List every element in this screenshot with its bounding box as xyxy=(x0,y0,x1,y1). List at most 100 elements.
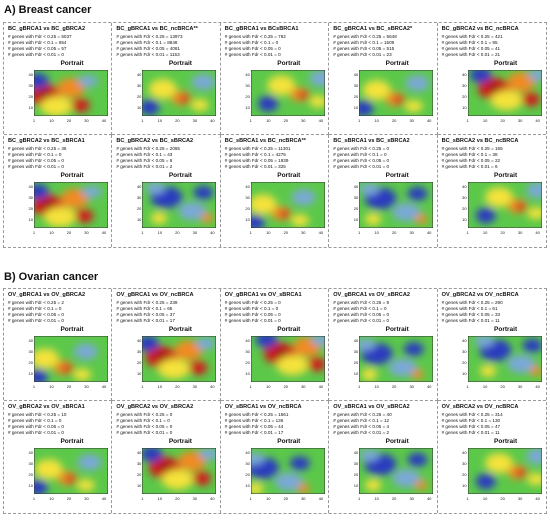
x-tick-label: 30 xyxy=(84,118,89,123)
panel-title: BC_gBRCA2 vs BC_ncBRCA xyxy=(441,26,519,32)
heatmap-blob xyxy=(57,77,85,98)
stat-line: # genes with Fdr < 0.05 = 0 xyxy=(116,424,173,429)
x-tick-label: 1 xyxy=(358,230,361,235)
portrait-panel: BC_sBRCA1 vs BC_sBRCA2 # genes with Fdr <… xyxy=(329,135,438,247)
heatmap-svg xyxy=(250,182,325,228)
heatmap-blob xyxy=(359,338,376,351)
stat-line: # genes with Fdr < 0.1 = 4275 xyxy=(224,152,286,157)
y-tick-label: 30 xyxy=(136,195,142,200)
portrait-label: Portrait xyxy=(277,438,301,445)
panel-title: BC_gBRCA1 vs BC_gBRCA2 xyxy=(8,26,86,32)
stat-line: # genes with Fdr < 0.01 = 2 xyxy=(116,164,173,169)
x-tick-label: 1 xyxy=(358,384,361,389)
stat-line: # genes with Fdr < 0.1 = 0 xyxy=(224,306,279,311)
heatmap-frame xyxy=(142,336,217,382)
heatmap-blob xyxy=(289,456,310,471)
y-tick-label: 20 xyxy=(353,472,359,477)
stat-line: # genes with Fdr < 0.1 = 0 xyxy=(8,152,62,157)
heatmap-blob xyxy=(34,73,49,90)
x-tick-label: 20 xyxy=(283,118,289,123)
heatmap-blob xyxy=(142,448,164,463)
y-tick-label: 40 xyxy=(28,338,33,343)
heatmap-blob xyxy=(394,96,405,105)
x-tick-label: 20 xyxy=(283,496,289,501)
x-tick-label: 30 xyxy=(84,384,89,389)
y-tick-label: 10 xyxy=(462,217,467,222)
stat-line: # genes with Fdr < 0.1 = 65 xyxy=(116,306,173,311)
stat-line: # genes with Fdr < 0.1 = 8848 xyxy=(116,40,178,45)
y-tick-label: 10 xyxy=(245,483,250,488)
heatmap-frame xyxy=(34,70,108,116)
stat-line: # genes with Fdr < 0.1 = 130 xyxy=(441,418,501,423)
y-tick-label: 40 xyxy=(462,450,467,455)
heatmap-blob xyxy=(178,202,207,221)
x-tick-label: 20 xyxy=(66,384,72,389)
section-b-grid: OV_gBRCA1 vs OV_gBRCA2 # genes with Fdr <… xyxy=(3,288,547,514)
y-tick-label: 10 xyxy=(136,105,142,110)
stat-line: # genes with Fdr < 0.05 = 0 xyxy=(224,46,281,51)
y-tick-label: 20 xyxy=(136,206,142,211)
stat-line: # genes with Fdr < 0.1 = 1509 xyxy=(333,40,395,45)
heatmap-frame xyxy=(250,182,325,228)
panel-stats: # genes with Fdr < 0.25 = 40 # genes with… xyxy=(333,412,391,436)
stat-line: # genes with Fdr < 0.25 = 9 xyxy=(333,300,390,305)
stat-line: # genes with Fdr < 0.01 = 0 xyxy=(8,52,64,57)
x-tick-label: 40 xyxy=(426,118,432,123)
y-tick-label: 40 xyxy=(353,338,359,343)
heatmap-blob xyxy=(78,75,99,88)
heatmap-blob xyxy=(40,96,73,116)
x-tick-label: 10 xyxy=(266,384,271,389)
x-tick-label: 20 xyxy=(391,496,397,501)
stat-line: # genes with Fdr < 0.01 = 0 xyxy=(8,318,64,323)
heatmap-blob xyxy=(484,187,513,208)
y-tick-label: 10 xyxy=(353,105,359,110)
y-tick-label: 20 xyxy=(462,472,467,477)
y-tick-label: 30 xyxy=(462,195,467,200)
som-heatmap: 40 30 20 10 1 10 20 30 40 xyxy=(462,448,542,501)
portrait-panel: OV_sBRCA2 vs OV_ncBRCA # genes with Fdr <… xyxy=(438,401,546,513)
heatmap-blob xyxy=(359,183,380,196)
heatmap-blob xyxy=(309,95,325,108)
panel-stats: # genes with Fdr < 0.25 = 5648 # genes wi… xyxy=(333,34,397,58)
y-tick-label: 10 xyxy=(28,371,33,376)
heatmap-frame xyxy=(34,448,108,494)
y-tick-label: 20 xyxy=(353,94,359,99)
x-tick-label: 1 xyxy=(141,118,144,123)
heatmap-svg xyxy=(359,182,434,228)
heatmap-blob xyxy=(142,336,160,352)
portrait-label: Portrait xyxy=(277,60,301,67)
stat-line: # genes with Fdr < 0.1 = 43 xyxy=(116,152,173,157)
panel-stats: # genes with Fdr < 0.25 = 11301 # genes w… xyxy=(225,146,291,170)
heatmap-blob xyxy=(415,480,428,491)
stat-line: # genes with Fdr < 0.1 = 0 xyxy=(333,306,387,311)
heatmap-blob xyxy=(484,453,513,474)
stat-line: # genes with Fdr < 0.05 = 37 xyxy=(116,312,175,317)
panel-title: BC_sBRCA1 vs BC_ncBRCA** xyxy=(224,138,306,144)
x-tick-label: 20 xyxy=(66,496,72,501)
x-tick-label: 20 xyxy=(391,118,397,123)
stat-line: # genes with Fdr < 0.25 = 2 xyxy=(8,300,64,305)
heatmap-blob xyxy=(257,95,278,112)
x-tick-label: 10 xyxy=(157,496,163,501)
stat-line: # genes with Fdr < 0.05 = 0 xyxy=(8,424,64,429)
x-tick-label: 30 xyxy=(301,384,306,389)
x-tick-label: 1 xyxy=(249,496,252,501)
heatmap-blob xyxy=(362,80,391,101)
x-tick-label: 1 xyxy=(466,496,469,501)
x-tick-label: 40 xyxy=(210,384,215,389)
heatmap-frame xyxy=(467,448,542,494)
heatmap-blob xyxy=(142,99,160,116)
heatmap-frame xyxy=(142,448,217,494)
y-tick-label: 30 xyxy=(353,83,359,88)
x-tick-label: 1 xyxy=(141,384,144,389)
x-tick-label: 40 xyxy=(318,230,324,235)
heatmap-blob xyxy=(521,92,540,107)
heatmap-svg xyxy=(359,336,434,382)
stat-line: # genes with Fdr < 0.05 = 515 xyxy=(333,46,395,51)
heatmap-blob xyxy=(60,188,89,209)
heatmap-blob xyxy=(365,213,382,226)
heatmap-blob xyxy=(407,186,428,201)
som-heatmap: 40 30 20 10 1 10 20 30 40 xyxy=(354,70,434,123)
stat-line: # genes with Fdr < 0.1 = 61 xyxy=(441,306,498,311)
heatmap-svg xyxy=(359,448,434,494)
